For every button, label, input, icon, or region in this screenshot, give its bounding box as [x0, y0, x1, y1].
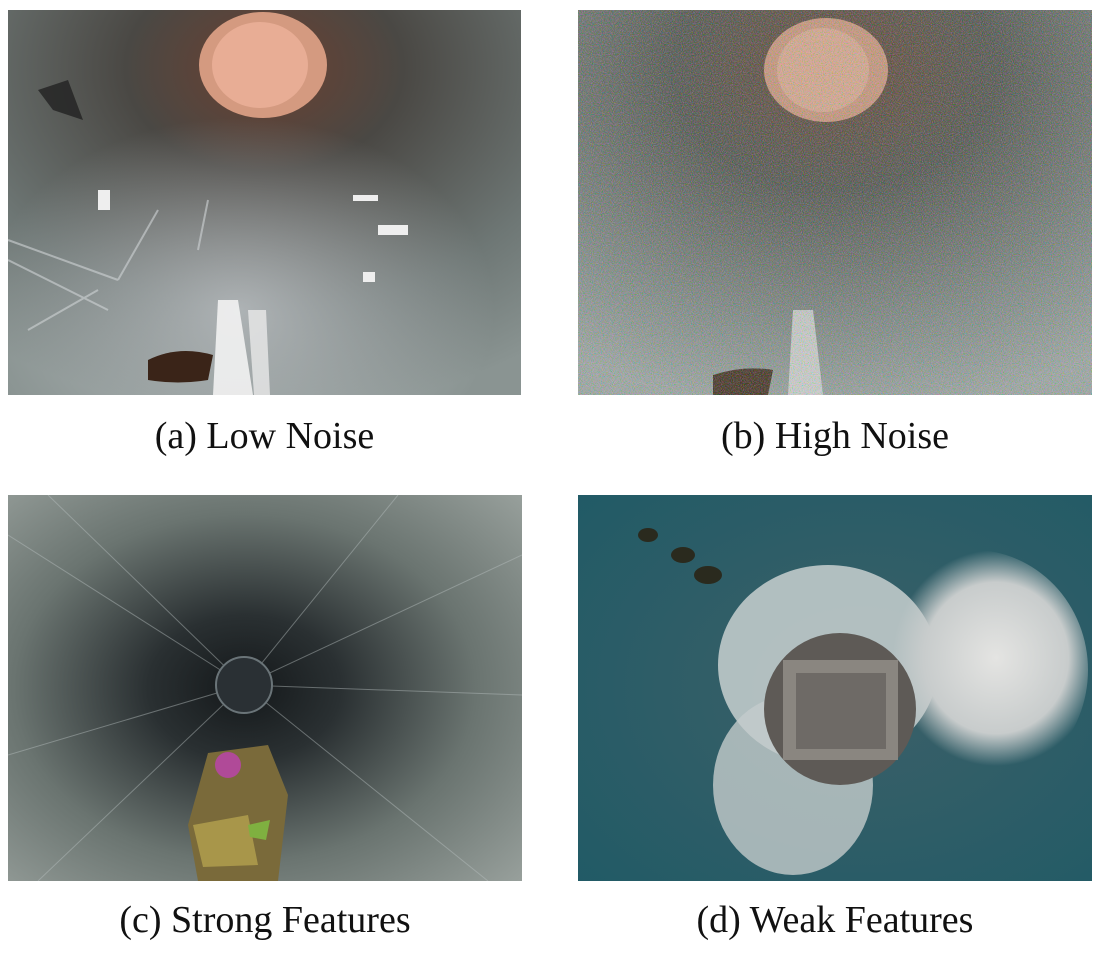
caption-c: (c) Strong Features — [119, 899, 411, 941]
pipe-image-weak-features — [578, 495, 1092, 881]
pipe-image-strong-features — [8, 495, 522, 881]
caption-b: (b) High Noise — [721, 415, 949, 457]
caption-d: (d) Weak Features — [696, 899, 974, 941]
pipe-image-low-noise — [8, 10, 521, 395]
caption-a: (a) Low Noise — [154, 415, 375, 457]
pipe-image-high-noise — [578, 10, 1092, 395]
